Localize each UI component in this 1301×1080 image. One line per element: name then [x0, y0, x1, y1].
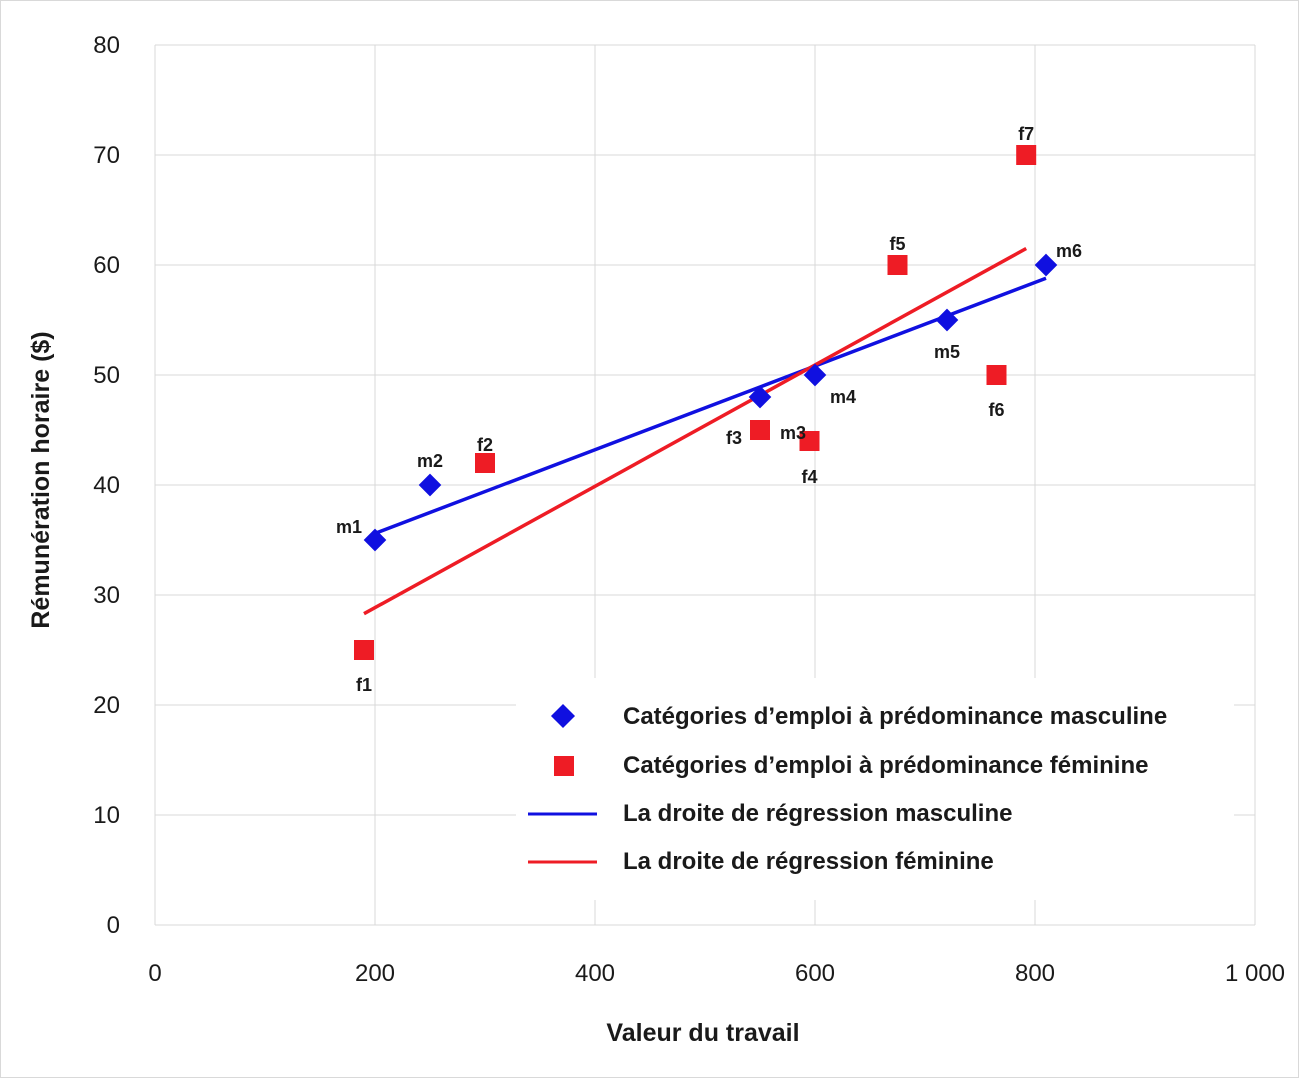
point-label-m1: m1	[336, 517, 362, 537]
point-label-m3: m3	[780, 423, 806, 443]
point-f4	[799, 431, 820, 451]
y-tick-label: 30	[93, 582, 120, 609]
legend-label-regression-feminine: La droite de régression féminine	[623, 848, 994, 875]
legend: Catégories d’emploi à prédominance mascu…	[516, 678, 1234, 900]
point-label-f6: f6	[988, 400, 1004, 420]
point-m3	[748, 385, 772, 409]
point-f7	[1016, 145, 1037, 165]
point-m6	[1034, 253, 1058, 277]
x-tick-label: 600	[795, 960, 835, 987]
point-f3	[750, 420, 770, 440]
x-tick-label: 200	[355, 960, 395, 987]
point-label-f5: f5	[889, 234, 905, 254]
point-label-f7: f7	[1018, 124, 1034, 144]
point-label-m4: m4	[830, 387, 856, 407]
x-tick-label: 400	[575, 960, 615, 987]
x-tick-label: 0	[148, 960, 161, 987]
y-tick-label: 40	[93, 472, 120, 499]
point-label-f1: f1	[356, 675, 372, 695]
point-m1	[363, 528, 387, 552]
point-f2	[475, 453, 495, 473]
point-m4	[803, 363, 827, 387]
point-label-m5: m5	[934, 342, 960, 362]
point-label-f4: f4	[801, 467, 817, 487]
point-f5	[887, 255, 908, 275]
y-tick-label: 0	[107, 912, 120, 939]
legend-label-feminine: Catégories d’emploi à prédominance fémin…	[623, 752, 1148, 779]
x-axis-title: Valeur du travail	[606, 1019, 799, 1047]
point-label-m2: m2	[417, 451, 443, 471]
legend-label-regression-masculine: La droite de régression masculine	[623, 800, 1012, 827]
y-tick-label: 20	[93, 692, 120, 719]
point-label-f3: f3	[726, 428, 742, 448]
y-axis-ticks: 0 10 20 30 40 50 60 70 80	[93, 32, 120, 939]
point-label-m6: m6	[1056, 241, 1082, 261]
point-m2	[418, 473, 442, 497]
regression-line-feminine	[363, 246, 1028, 616]
point-f6	[986, 365, 1007, 385]
legend-marker-feminine	[554, 756, 574, 776]
y-tick-label: 50	[93, 362, 120, 389]
point-f1	[354, 640, 374, 660]
legend-box	[516, 678, 1234, 900]
regression-line-masculine	[374, 276, 1047, 536]
point-m5	[935, 308, 959, 332]
y-tick-label: 80	[93, 32, 120, 59]
point-label-f2: f2	[477, 435, 493, 455]
x-tick-label: 1 000	[1225, 960, 1285, 987]
data-points	[354, 145, 1058, 660]
y-tick-label: 10	[93, 802, 120, 829]
point-labels: m1 m2 m3 m4 m5 m6 f1 f2 f3 f4 f5 f6 f7	[336, 124, 1082, 695]
legend-label-masculine: Catégories d’emploi à prédominance mascu…	[623, 703, 1167, 730]
x-axis-ticks: 0 200 400 600 800 1 000	[148, 960, 1285, 987]
y-axis-title: Rémunération horaire ($)	[27, 331, 55, 628]
y-tick-label: 60	[93, 252, 120, 279]
y-tick-label: 70	[93, 142, 120, 169]
x-tick-label: 800	[1015, 960, 1055, 987]
regression-lines	[363, 246, 1047, 616]
